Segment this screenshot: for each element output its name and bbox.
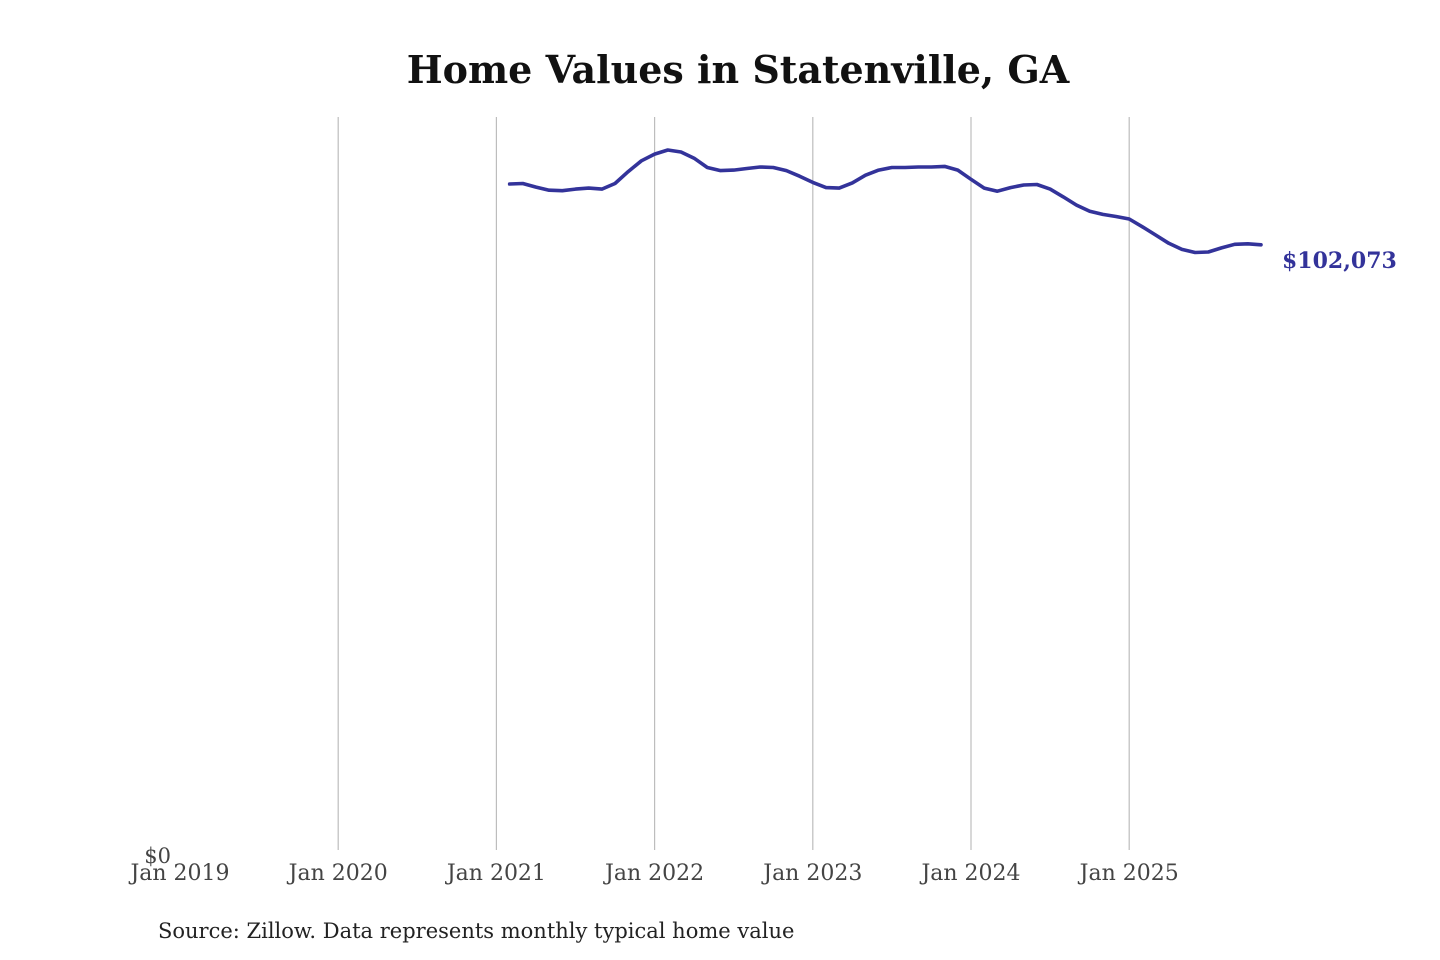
x-tick-label: Jan 2024 bbox=[919, 861, 1020, 886]
x-tick-label: Jan 2020 bbox=[287, 861, 388, 886]
x-tick-label: Jan 2019 bbox=[128, 861, 229, 886]
x-axis-ticks: Jan 2019 Jan 2020 Jan 2021 Jan 2022 Jan 2023… bbox=[128, 861, 1178, 886]
grid-lines bbox=[337, 117, 1130, 850]
latest-value-label: $102,073 bbox=[1282, 248, 1397, 274]
x-tick-label: Jan 2025 bbox=[1078, 861, 1179, 886]
y-tick-label: $0 bbox=[144, 844, 171, 868]
source-note: Source: Zillow. Data represents monthly … bbox=[158, 919, 794, 943]
home-value-line bbox=[507, 148, 1263, 255]
x-tick-label: Jan 2022 bbox=[603, 861, 704, 886]
chart-title: Home Values in Statenville, GA bbox=[407, 47, 1070, 92]
x-tick-label: Jan 2021 bbox=[445, 861, 546, 886]
x-tick-label: Jan 2023 bbox=[761, 861, 862, 886]
